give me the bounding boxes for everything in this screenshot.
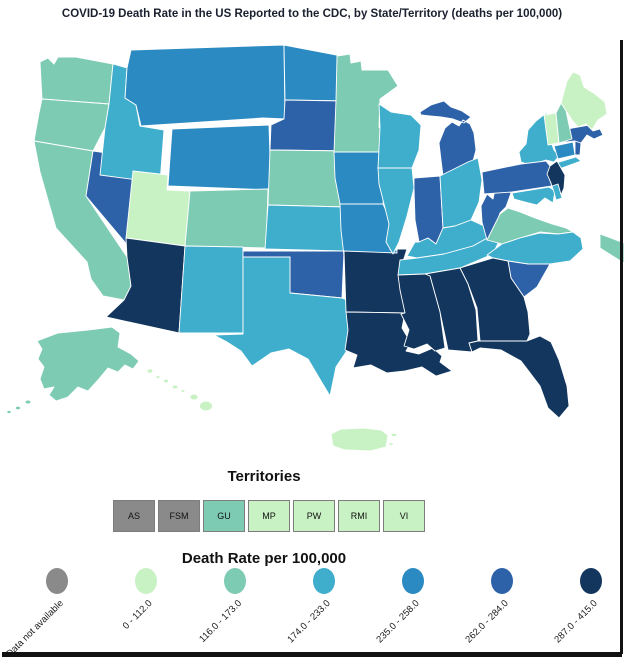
state-il[interactable] <box>377 167 415 255</box>
state-nh[interactable] <box>555 102 573 144</box>
legend-item: 235.0 - 258.0 <box>374 568 424 645</box>
state-wv[interactable] <box>480 184 512 241</box>
rate-legend-heading: Death Rate per 100,000 <box>181 550 347 567</box>
state-md[interactable] <box>511 186 556 206</box>
window-border-right <box>620 40 623 654</box>
legend-bin-label: 116.0 - 173.0 <box>196 598 244 645</box>
territory-box-pw[interactable]: PW <box>293 500 335 532</box>
legend-bin-label: 287.0 - 415.0 <box>552 598 600 646</box>
state-wy[interactable] <box>167 124 272 191</box>
state-tx[interactable] <box>213 256 353 397</box>
legend-item: 262.0 - 284.0 <box>463 568 513 645</box>
legend-swatch-circle <box>313 568 335 594</box>
state-in[interactable] <box>413 175 444 245</box>
state-ga[interactable] <box>459 257 531 342</box>
territory-label: PW <box>306 511 322 521</box>
state-fl[interactable] <box>468 335 570 419</box>
territory-box-mp[interactable]: MP <box>248 500 290 532</box>
legend-bin-label: 0 - 112.0 <box>120 598 155 632</box>
legend-swatch-circle <box>580 568 602 594</box>
legend-item: 174.0 - 233.0 <box>285 568 335 645</box>
territory-box-vi[interactable]: VI <box>383 500 425 532</box>
legend-bin-label: 235.0 - 258.0 <box>374 598 422 646</box>
territory-box-gu[interactable]: GU <box>203 500 245 532</box>
legend-bin-label: 174.0 - 233.0 <box>285 598 333 646</box>
territory-label: AS <box>127 511 140 521</box>
territory-label: RMI <box>350 511 368 521</box>
chart-title: COVID-19 Death Rate in the US Reported t… <box>61 8 563 20</box>
state-ia[interactable] <box>333 151 385 205</box>
legend-bin-label: Data not available <box>4 598 66 660</box>
territory-label: VI <box>399 511 409 521</box>
territories-legend: AS FSM GU MP PW RMI VI <box>113 500 425 532</box>
state-ar[interactable] <box>343 248 408 314</box>
territory-label: FSM <box>169 511 189 521</box>
territory-box-fsm[interactable]: FSM <box>158 500 200 532</box>
legend-item: Data not available <box>4 568 68 660</box>
state-co[interactable] <box>184 188 269 249</box>
state-wa[interactable] <box>39 56 114 105</box>
state-ak[interactable] <box>6 326 140 415</box>
state-me[interactable] <box>560 71 608 131</box>
legend-item: 287.0 - 415.0 <box>552 568 602 645</box>
state-mt[interactable] <box>124 44 286 127</box>
legend-swatch-circle <box>135 568 157 594</box>
territory-box-rmi[interactable]: RMI <box>338 500 380 532</box>
state-ks[interactable] <box>264 204 346 252</box>
territory-label: GU <box>217 511 231 521</box>
state-hi[interactable] <box>146 368 213 412</box>
legend-item: 116.0 - 173.0 <box>197 568 246 645</box>
territory-label: MP <box>262 511 276 521</box>
legend-swatch-circle <box>46 568 68 594</box>
legend-swatch-circle <box>402 568 424 594</box>
state-ct[interactable] <box>553 141 576 160</box>
legend-swatch-circle <box>224 568 246 594</box>
state-ms[interactable] <box>397 273 446 352</box>
legend-item: 0 - 112.0 <box>121 568 157 632</box>
window-border-bottom <box>2 652 622 657</box>
state-de[interactable] <box>551 183 563 201</box>
territory-box-as[interactable]: AS <box>113 500 155 532</box>
rate-legend: Data not available 0 - 112.0 116.0 - 173… <box>0 568 624 660</box>
state-wi[interactable] <box>377 103 422 169</box>
legend-bin-label: 262.0 - 284.0 <box>463 598 511 646</box>
territory-pr[interactable] <box>330 427 398 452</box>
territories-heading: Territories <box>227 468 301 485</box>
legend-swatch-circle <box>491 568 513 594</box>
state-nj[interactable] <box>546 160 566 201</box>
state-nm[interactable] <box>178 245 244 334</box>
lower-48-states <box>33 44 608 419</box>
state-id[interactable] <box>99 63 165 184</box>
